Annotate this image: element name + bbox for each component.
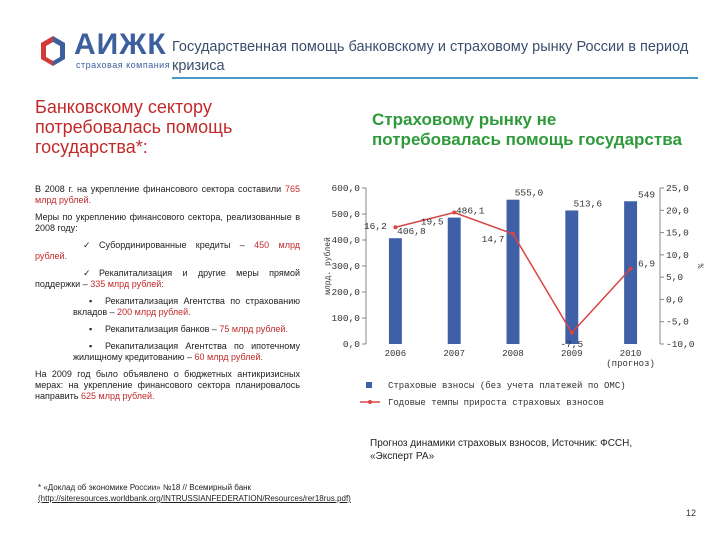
paragraph-measures: Меры по укреплению финансового сектора, … — [35, 212, 300, 233]
premium-bar — [447, 217, 461, 344]
highlight-amount: 335 млрд рублей: — [90, 279, 164, 289]
highlight-amount: 625 млрд рублей. — [80, 391, 155, 401]
growth-rate-point — [452, 210, 457, 215]
check-item: ✓ Рекапитализация и другие меры прямой по… — [35, 268, 300, 290]
logo-text: АИЖК — [74, 28, 167, 61]
category-label: 2009 — [561, 349, 583, 359]
premium-bar — [388, 238, 402, 344]
logo-mark-icon — [41, 36, 65, 66]
paragraph-2009: На 2009 год было объявлено о бюджетных а… — [35, 369, 300, 402]
insurance-heading: Страховому рынку не потребовалась помощь… — [372, 110, 682, 149]
chart-caption: Прогноз динамики страховых взносов, Исто… — [370, 438, 633, 462]
highlight-amount: 765 млрд рублей. — [35, 184, 300, 205]
right-tick-label: 20,0 — [666, 205, 689, 216]
left-tick-label: 200,0 — [331, 287, 360, 298]
text-fragment: В 2008 г. на укрепление финансового сект… — [35, 184, 285, 194]
category-label: 2006 — [385, 349, 407, 359]
footnote-text: * «Доклад об экономике России» №18 // Вс… — [38, 483, 252, 492]
check-item: ✓ Субординированные кредиты – 450 млрд ру… — [35, 240, 300, 262]
right-tick-label: 0,0 — [666, 294, 683, 305]
bar-value-label: 555,0 — [515, 188, 544, 199]
growth-rate-label: -7,5 — [560, 339, 583, 350]
legend-bar-label: Страховые взносы (без учета платежей по … — [388, 381, 626, 391]
text-fragment: Субординированные кредиты – — [99, 240, 255, 250]
category-label: 2007 — [443, 349, 465, 359]
checkmark-icon: ✓ — [83, 240, 91, 250]
category-label: 2008 — [502, 349, 524, 359]
text-fragment: Рекапитализация банков – — [105, 324, 220, 334]
checkmark-icon: ✓ — [83, 268, 91, 278]
bar-value-label: 486,1 — [456, 206, 485, 217]
growth-rate-point — [511, 231, 515, 236]
left-tick-label: 0,0 — [343, 339, 360, 350]
logo-subtitle: страховая компания — [76, 60, 171, 70]
text-fragment: На 2009 год было объявлено о бюджетных а… — [35, 369, 300, 401]
paragraph-total: В 2008 г. на укрепление финансового сект… — [35, 184, 300, 206]
right-tick-label: 5,0 — [666, 272, 683, 283]
right-axis-title: % — [695, 264, 704, 269]
bullet-item: ▪ Рекапитализация Агентства по страховани… — [35, 296, 300, 318]
right-tick-label: 10,0 — [666, 250, 689, 261]
text-fragment: Рекапитализация Агентства по страхованию… — [73, 296, 300, 317]
insurance-premiums-chart: 0,0 100,0 200,0 300,0 400,0 500,0 600,0 -10,0 -5… — [324, 183, 704, 408]
banking-support-text: В 2008 г. на укрепление финансового сект… — [35, 184, 300, 408]
growth-rate-label: 19,5 — [421, 217, 444, 228]
highlight-amount: 450 млрд рублей. — [35, 240, 300, 261]
left-tick-label: 600,0 — [331, 183, 360, 194]
bar-value-label: 513,6 — [574, 198, 603, 209]
growth-rate-label: 6,9 — [638, 259, 655, 270]
growth-rate-point — [569, 330, 574, 335]
bullet-icon: ▪ — [89, 296, 93, 306]
left-tick-label: 300,0 — [331, 261, 360, 272]
category-label: 2010 — [620, 349, 642, 359]
category-label: (прогноз) — [606, 359, 655, 369]
right-tick-label: 25,0 — [666, 183, 689, 194]
growth-rate-point — [393, 225, 398, 230]
right-tick-label: -10,0 — [666, 339, 695, 350]
footnote-link[interactable]: (http://siteresources.worldbank.org/INTR… — [38, 494, 351, 503]
left-axis-title: млрд. рублей — [324, 237, 333, 295]
footnote: * «Доклад об экономике России» №18 // Вс… — [38, 482, 658, 504]
bar-value-label: 549 — [638, 189, 655, 200]
banking-heading: Банковскому сектору потребовалась помощь… — [35, 97, 233, 157]
right-tick-label: -5,0 — [666, 317, 689, 328]
page-title: Государственная помощь банковскому и стр… — [172, 39, 689, 74]
header-divider — [172, 77, 698, 79]
page-number: 12 — [686, 508, 697, 518]
bullet-item: ▪ Рекапитализация банков – 75 млрд рублей… — [35, 324, 300, 335]
bar-value-label: 406,8 — [397, 226, 426, 237]
legend-bar-swatch — [366, 382, 372, 388]
right-tick-label: 15,0 — [666, 228, 689, 239]
left-tick-label: 400,0 — [331, 235, 360, 246]
premium-bar — [565, 210, 579, 344]
bullet-icon: ▪ — [89, 341, 93, 351]
highlight-amount: 60 млрд рублей. — [194, 352, 264, 362]
bullet-item: ▪ Рекапитализация Агентства по ипотечному… — [35, 341, 300, 363]
legend-line-label: Годовые темпы прироста страховых взносов — [388, 398, 604, 408]
bullet-icon: ▪ — [89, 324, 93, 334]
premium-bar — [506, 199, 520, 344]
left-tick-label: 500,0 — [331, 209, 360, 220]
growth-rate-label: 14,7 — [482, 234, 505, 245]
highlight-amount: 200 млрд рублей. — [117, 307, 191, 317]
premium-bar — [624, 201, 638, 344]
left-tick-label: 100,0 — [331, 313, 360, 324]
growth-rate-point — [628, 266, 633, 271]
text-fragment: Рекапитализация Агентства по ипотечному … — [73, 341, 300, 362]
growth-rate-label: 16,2 — [364, 221, 387, 232]
legend-line-marker — [368, 400, 372, 404]
text-fragment: Рекапитализация и другие меры прямой под… — [35, 268, 300, 289]
highlight-amount: 75 млрд рублей. — [219, 324, 288, 334]
